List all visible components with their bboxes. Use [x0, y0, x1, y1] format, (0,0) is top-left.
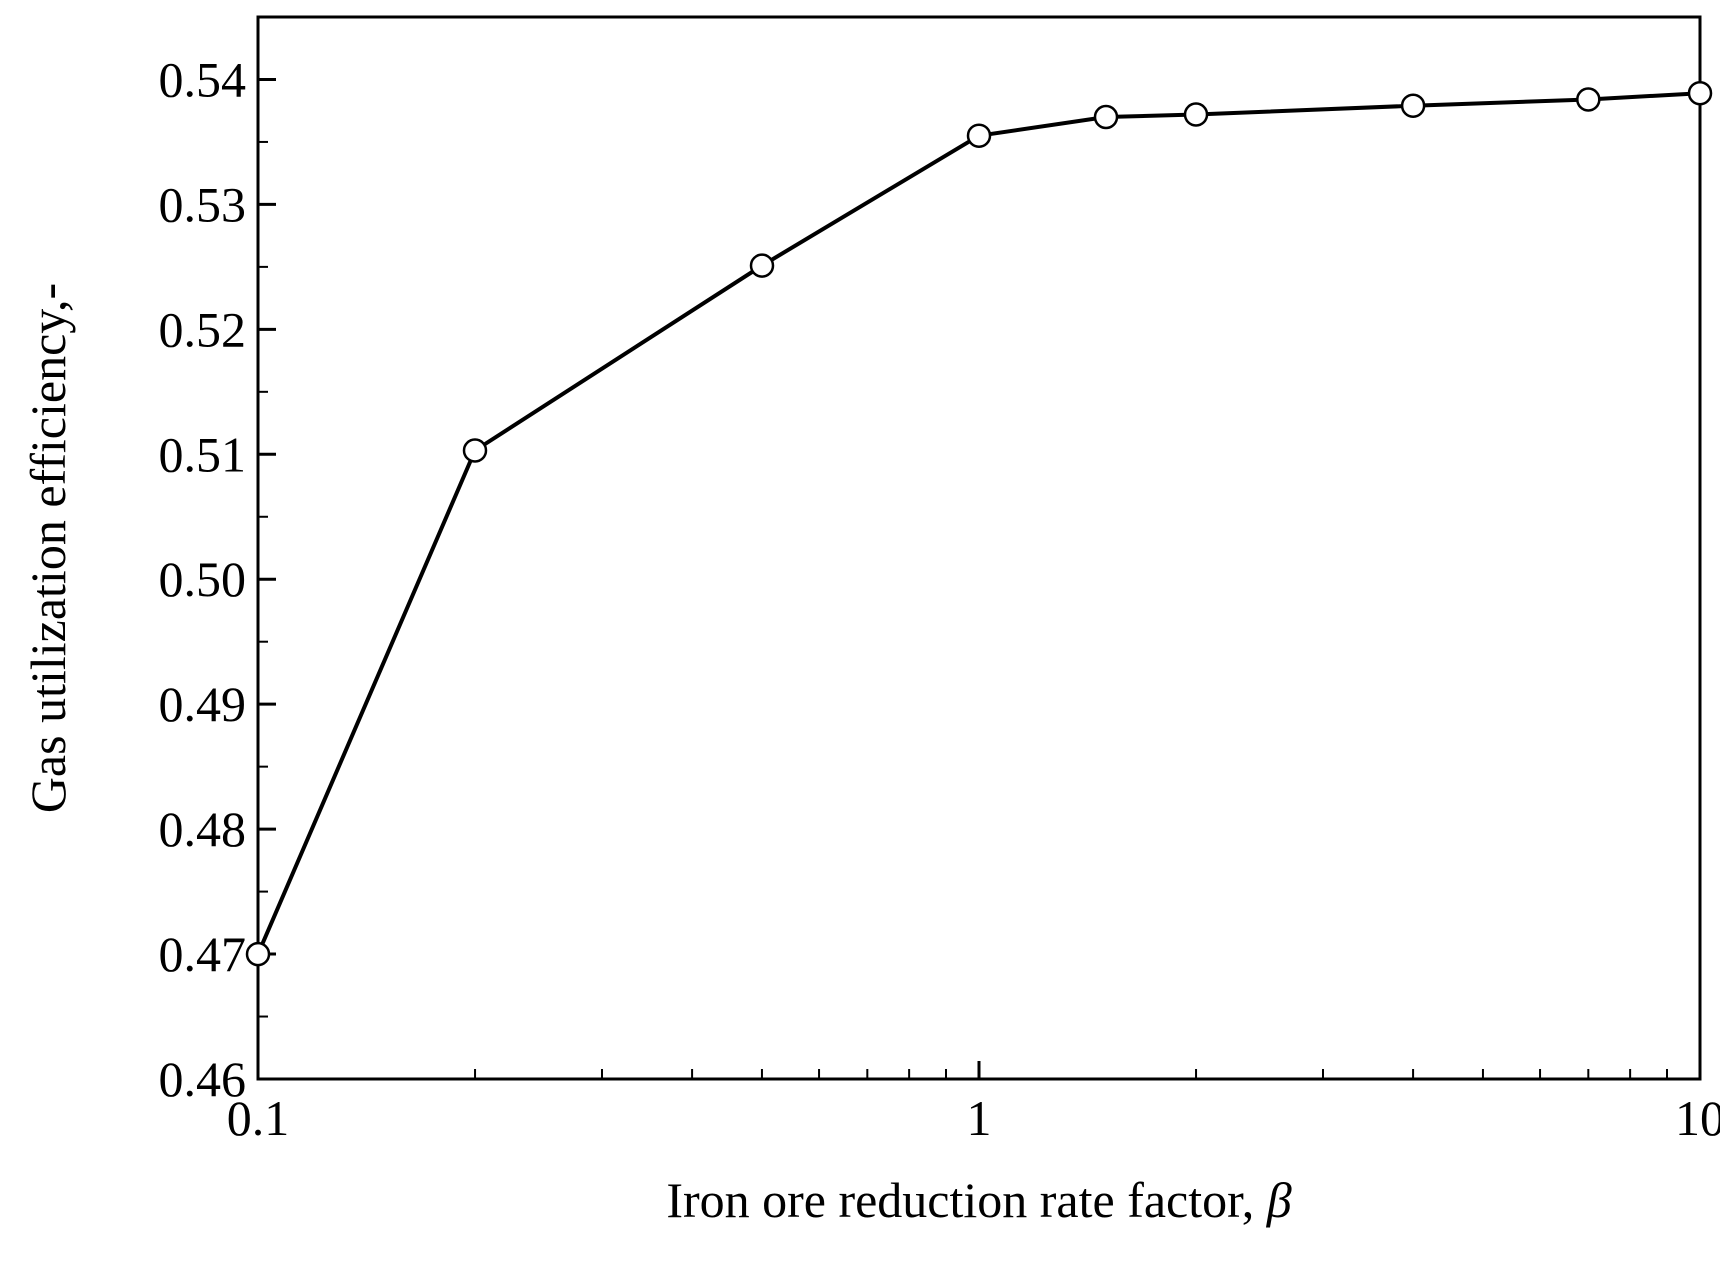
series-markers — [245, 80, 1713, 967]
data-point — [462, 438, 488, 463]
data-point — [1576, 87, 1601, 112]
y-tick-label: 0.54 — [159, 51, 247, 107]
y-tick-label: 0.46 — [159, 1051, 247, 1107]
y-tick-label: 0.50 — [159, 551, 247, 607]
x-axis-title: Iron ore reduction rate factor, β — [666, 1172, 1291, 1228]
tick-labels: 0.46 0.47 0.48 0.49 0.50 0.51 0.52 0.53 0.54 0.1 1… — [159, 51, 1720, 1146]
data-point — [966, 123, 992, 148]
y-tick-label: 0.48 — [159, 801, 247, 857]
x-tick-label: 0.1 — [227, 1090, 290, 1146]
plot-frame — [256, 15, 1702, 1081]
y-tick-label: 0.52 — [159, 301, 247, 357]
x-axis-title-symbol: β — [1266, 1172, 1292, 1228]
data-point — [1093, 104, 1119, 130]
y-axis-title: Gas utilization efficiency,- — [20, 283, 76, 813]
x-tick-label: 1 — [967, 1090, 992, 1146]
y-tick-label: 0.51 — [159, 426, 247, 482]
series-line — [256, 91, 1701, 955]
y-tick-label: 0.49 — [159, 676, 247, 732]
data-point — [1183, 102, 1209, 127]
y-tick-label: 0.47 — [159, 926, 247, 982]
data-point — [749, 253, 775, 278]
data-point — [1400, 93, 1426, 118]
x-tick-label: 10 — [1675, 1090, 1720, 1146]
y-tick-label: 0.53 — [159, 176, 247, 232]
data-point — [245, 941, 271, 967]
data-point — [1687, 80, 1713, 106]
minor-ticks — [258, 140, 1669, 1079]
major-ticks — [256, 77, 1702, 1081]
